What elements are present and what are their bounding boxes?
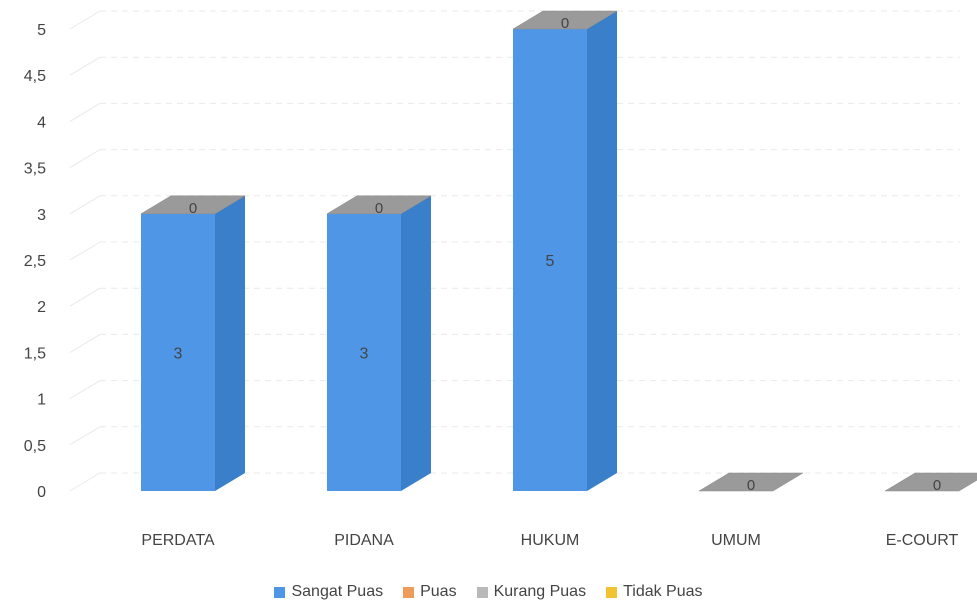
data-label-kurang-puas: 0: [189, 200, 197, 217]
y-tick-label: 0,5: [24, 438, 46, 455]
data-label-kurang-puas: 0: [561, 15, 569, 32]
data-label-sangat-puas: 5: [546, 253, 555, 270]
bar-cap-kurang-puas-e-court: [885, 473, 977, 491]
gridline-side: [70, 334, 100, 352]
legend-item-puas: Puas: [403, 583, 456, 601]
y-tick-label: 0: [37, 484, 46, 501]
x-category-label: E-COURT: [886, 532, 959, 549]
legend-swatch-puas: [403, 587, 414, 598]
x-category-label: PERDATA: [141, 532, 215, 549]
gridline-side: [70, 103, 100, 121]
legend-item-sangat-puas: Sangat Puas: [274, 583, 383, 601]
legend-swatch-tidak-puas: [606, 587, 617, 598]
legend: Sangat Puas Puas Kurang Puas Tidak Puas: [0, 583, 977, 601]
y-tick-label: 4,5: [24, 68, 46, 85]
legend-label-sangat-puas: Sangat Puas: [291, 583, 383, 601]
legend-label-tidak-puas: Tidak Puas: [623, 583, 702, 601]
x-category-label: PIDANA: [334, 532, 394, 549]
legend-swatch-kurang-puas: [477, 587, 488, 598]
bar-side-hukum: [587, 11, 617, 491]
y-tick-label: 3,5: [24, 161, 46, 178]
legend-label-puas: Puas: [420, 583, 456, 601]
gridline-side: [70, 473, 100, 491]
y-tick-label: 2,5: [24, 253, 46, 270]
gridline-side: [70, 11, 100, 29]
legend-item-tidak-puas: Tidak Puas: [606, 583, 702, 601]
gridline-side: [70, 150, 100, 168]
gridline-side: [70, 242, 100, 260]
gridline-side: [70, 427, 100, 445]
legend-swatch-sangat-puas: [274, 587, 285, 598]
bar-side-perdata: [215, 196, 245, 491]
x-category-label: UMUM: [711, 532, 761, 549]
gridline-side: [70, 57, 100, 75]
x-category-label: HUKUM: [521, 532, 580, 549]
data-label-kurang-puas: 0: [747, 477, 755, 494]
legend-item-kurang-puas: Kurang Puas: [477, 583, 587, 601]
y-tick-label: 1: [37, 392, 46, 409]
gridline-side: [70, 381, 100, 399]
y-tick-label: 5: [37, 22, 46, 39]
data-label-sangat-puas: 3: [360, 345, 369, 362]
data-label-kurang-puas: 0: [933, 477, 941, 494]
gridline-side: [70, 196, 100, 214]
bar-side-pidana: [401, 196, 431, 491]
y-tick-label: 3: [37, 207, 46, 224]
y-tick-label: 4: [37, 114, 46, 131]
gridline-side: [70, 288, 100, 306]
data-label-sangat-puas: 3: [174, 345, 183, 362]
data-label-kurang-puas: 0: [375, 200, 383, 217]
y-tick-label: 1,5: [24, 345, 46, 362]
y-tick-label: 2: [37, 299, 46, 316]
legend-label-kurang-puas: Kurang Puas: [494, 583, 587, 601]
